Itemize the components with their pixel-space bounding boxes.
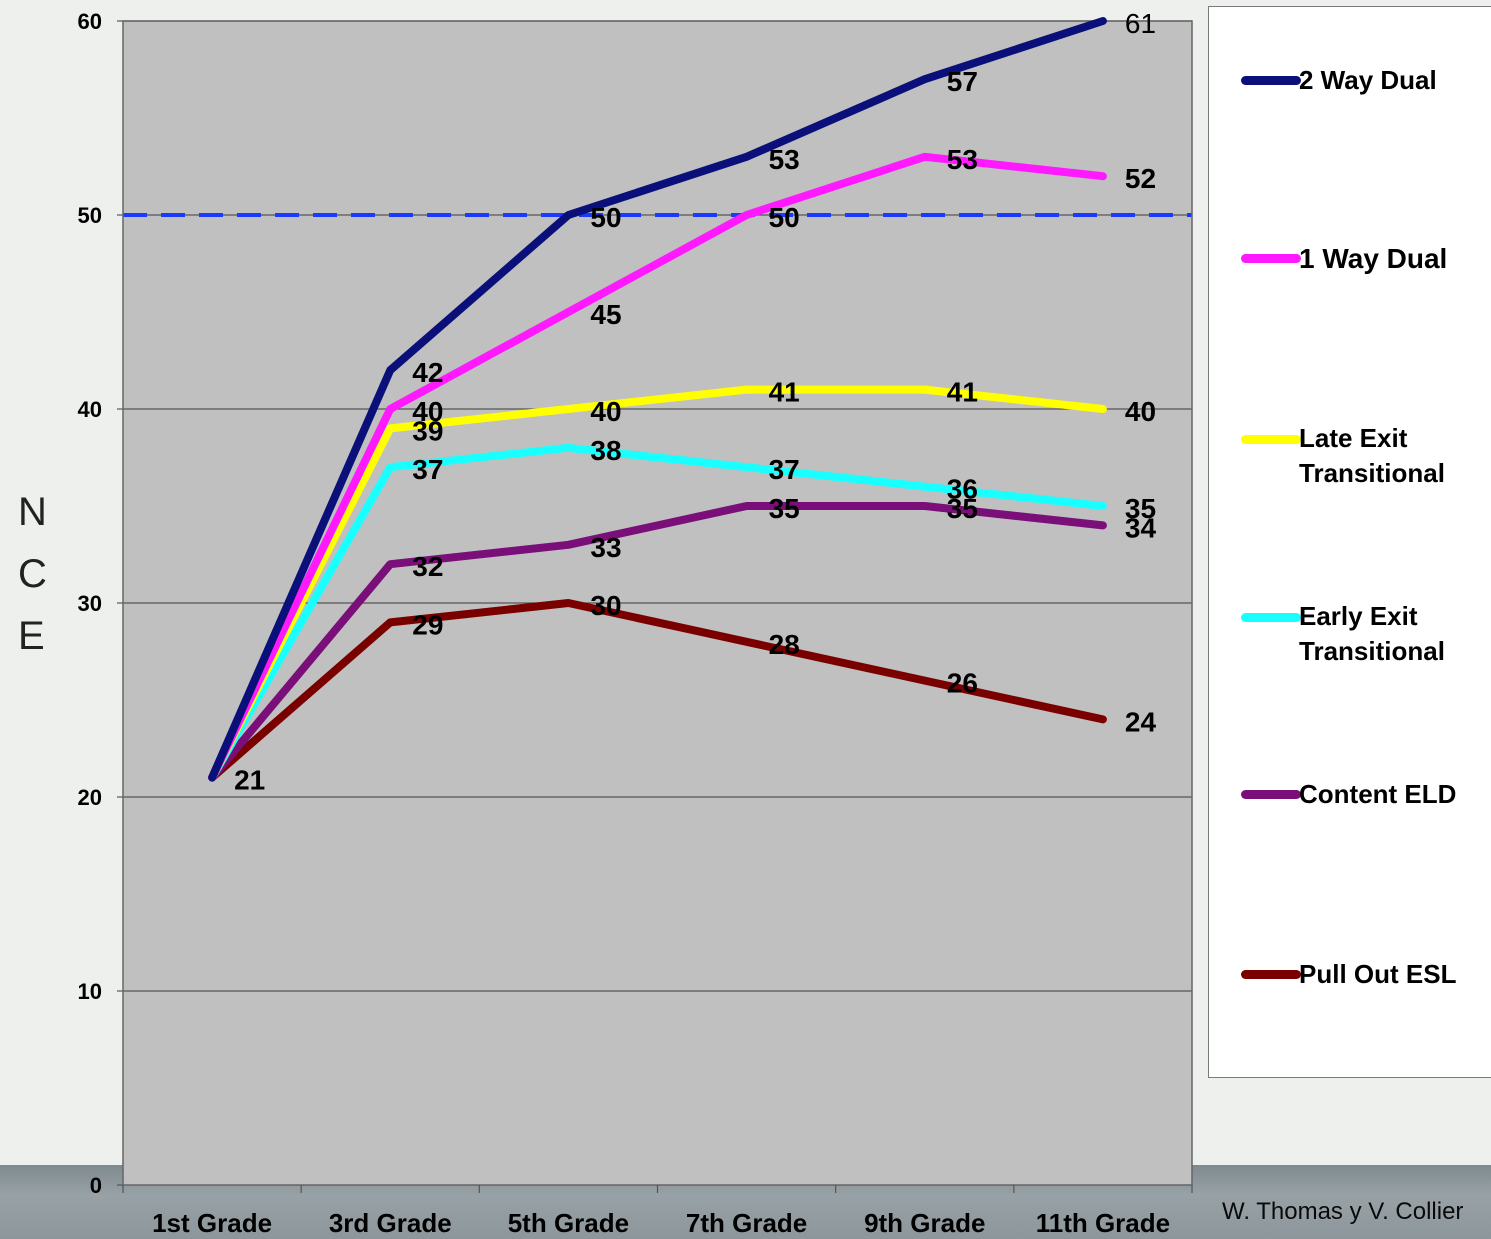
data-label: 37 xyxy=(769,454,800,485)
series-line xyxy=(208,152,1107,782)
data-label: 28 xyxy=(769,629,800,660)
data-label: 33 xyxy=(590,532,621,563)
data-label: 52 xyxy=(1125,163,1156,194)
x-tick-label: 3rd Grade xyxy=(329,1208,452,1238)
legend-label: 2 Way Dual xyxy=(1299,65,1437,95)
x-tick-label: 7th Grade xyxy=(686,1208,807,1238)
legend-item: 1 Way Dual xyxy=(1241,241,1491,276)
data-label: 53 xyxy=(947,144,978,175)
data-label: 45 xyxy=(590,299,621,330)
data-label: 40 xyxy=(590,396,621,427)
source-credit: W. Thomas y V. Collier xyxy=(1222,1198,1464,1225)
y-axis-title-letter: N xyxy=(18,490,47,534)
legend-item: Early Exit Transitional xyxy=(1241,599,1491,669)
y-tick-label: 20 xyxy=(78,785,102,810)
x-tick-label: 1st Grade xyxy=(152,1208,272,1238)
x-tick-label: 5th Grade xyxy=(508,1208,629,1238)
y-axis-title-letter: E xyxy=(18,614,45,658)
legend-swatch xyxy=(1241,612,1301,622)
y-tick-label: 30 xyxy=(78,591,102,616)
data-label: 34 xyxy=(1125,512,1157,543)
series-lines xyxy=(208,17,1107,782)
data-label: 50 xyxy=(590,202,621,233)
data-label: 38 xyxy=(590,435,621,466)
legend: 2 Way Dual 1 Way Dual Late Exit Transiti… xyxy=(1208,6,1491,1078)
data-label: 37 xyxy=(412,454,443,485)
legend-item: 2 Way Dual xyxy=(1241,63,1491,98)
series-line xyxy=(208,443,1107,782)
legend-swatch xyxy=(1241,254,1301,263)
data-label: 32 xyxy=(412,551,443,582)
y-tick-label: 60 xyxy=(78,9,102,34)
legend-item: Content ELD xyxy=(1241,777,1491,812)
legend-swatch xyxy=(1241,76,1301,85)
series-line xyxy=(208,599,1107,782)
data-label: 39 xyxy=(412,415,443,446)
y-tick-label: 0 xyxy=(90,1173,102,1198)
y-tick-label: 50 xyxy=(78,203,102,228)
data-label: 50 xyxy=(769,202,800,233)
data-label: 35 xyxy=(769,493,800,524)
legend-swatch xyxy=(1241,790,1301,799)
axes: 0 10 20 30 40 50 60 1st Grade 3rd Grade 5th Grade… xyxy=(78,9,1193,1238)
data-label: 30 xyxy=(590,590,621,621)
y-tick-label: 40 xyxy=(78,397,102,422)
y-tick-label: 10 xyxy=(78,979,102,1004)
legend-swatch xyxy=(1241,434,1301,444)
y-axis-title-letter: C xyxy=(18,552,47,596)
x-tick-label: 9th Grade xyxy=(864,1208,985,1238)
legend-label: Early Exit Transitional xyxy=(1299,601,1445,666)
data-label: 40 xyxy=(1125,396,1156,427)
x-tick-label: 11th Grade xyxy=(1036,1208,1170,1238)
data-label: 42 xyxy=(412,357,443,388)
legend-item: Pull Out ESL xyxy=(1241,957,1491,992)
data-label: 53 xyxy=(769,144,800,175)
legend-label: Pull Out ESL xyxy=(1299,959,1457,989)
data-label: 41 xyxy=(947,377,978,408)
series-line xyxy=(208,502,1107,782)
data-label: 36 xyxy=(947,474,978,505)
legend-label: Late Exit Transitional xyxy=(1299,423,1445,488)
data-label: 35 xyxy=(947,493,978,524)
data-label: 21 xyxy=(234,765,265,796)
data-label: 26 xyxy=(947,668,978,699)
data-label: 61 xyxy=(1125,8,1156,39)
data-label: 57 xyxy=(947,66,978,97)
data-label: 24 xyxy=(1125,706,1157,737)
legend-label: 1 Way Dual xyxy=(1299,243,1448,274)
series-line xyxy=(208,17,1107,782)
legend-swatch xyxy=(1241,970,1301,979)
series-line xyxy=(208,385,1107,782)
data-label: 29 xyxy=(412,609,443,640)
data-label: 41 xyxy=(769,377,800,408)
data-label: 35 xyxy=(1125,493,1156,524)
legend-label: Content ELD xyxy=(1299,779,1457,809)
legend-item: Late Exit Transitional xyxy=(1241,421,1491,491)
data-label: 40 xyxy=(412,396,443,427)
